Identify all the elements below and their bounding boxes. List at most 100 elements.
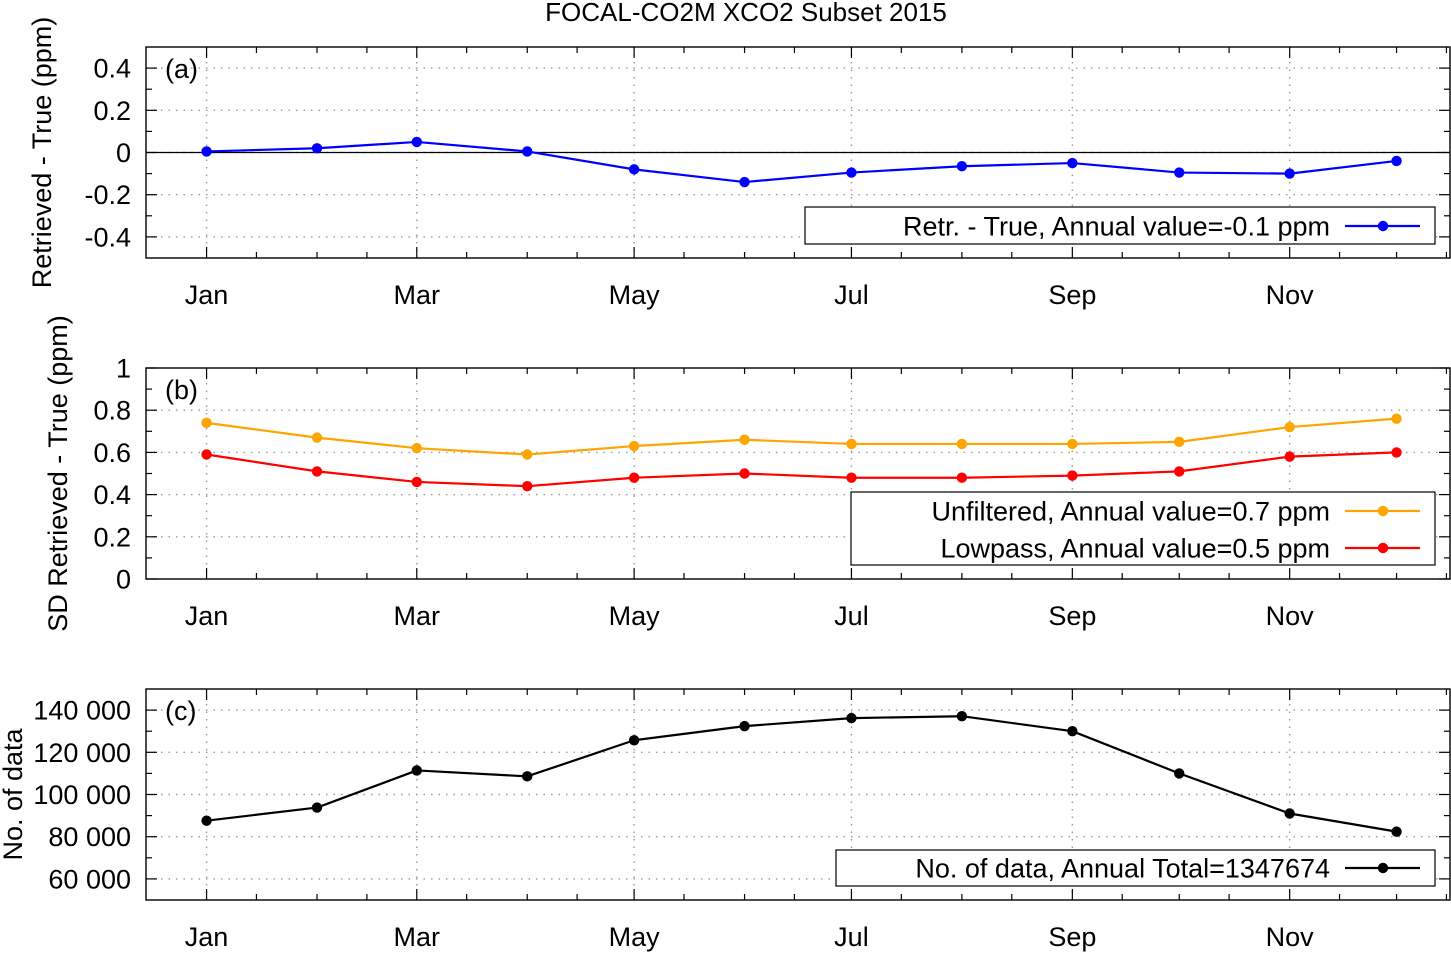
data-point xyxy=(1284,421,1295,433)
legend-marker xyxy=(1377,542,1389,554)
x-tick-label: Sep xyxy=(1048,601,1096,631)
data-point xyxy=(739,720,750,732)
data-point xyxy=(311,432,323,443)
data-point xyxy=(1067,438,1078,450)
data-point xyxy=(1174,466,1185,477)
legend-label: Retr. - True, Annual value=-0.1 ppm xyxy=(903,212,1330,242)
legend-box xyxy=(804,206,1436,245)
data-point xyxy=(201,417,212,429)
series-line-0 xyxy=(205,140,1398,184)
data-point xyxy=(628,472,640,483)
x-tick-label: Nov xyxy=(1266,601,1315,631)
x-tick-label: Nov xyxy=(1266,280,1315,310)
y-tick-label: 1 xyxy=(116,354,131,384)
x-tick-label: May xyxy=(609,601,661,631)
legend-label: Unfiltered, Annual value=0.7 ppm xyxy=(931,497,1330,527)
y-tick-label: 0.2 xyxy=(93,96,131,126)
data-point xyxy=(311,143,323,154)
data-point xyxy=(1284,808,1295,819)
data-point xyxy=(1174,436,1185,448)
data-point xyxy=(1284,451,1295,462)
y-tick-label: 0.2 xyxy=(93,522,131,552)
legend-marker xyxy=(1377,220,1389,232)
panel-label: (c) xyxy=(165,696,196,726)
data-point xyxy=(522,449,533,460)
data-point xyxy=(628,735,640,746)
data-point xyxy=(956,711,968,722)
x-tick-label: Sep xyxy=(1048,280,1096,310)
data-point xyxy=(522,480,533,492)
data-point xyxy=(311,466,323,477)
data-point xyxy=(311,802,323,813)
data-point xyxy=(201,146,212,157)
data-point xyxy=(628,164,640,175)
x-tick-label: Jan xyxy=(185,922,229,952)
panel-c: Jan Mar May Jul Sep Nov 140 000 120 000 100 000 8… xyxy=(0,688,1451,952)
y-tick-label: -0.4 xyxy=(84,222,131,252)
x-tick-label: May xyxy=(609,922,661,952)
y-tick-label: 0 xyxy=(116,138,131,168)
legend-marker xyxy=(1377,505,1389,517)
data-point xyxy=(1391,155,1402,167)
y-tick-label: 60 000 xyxy=(48,864,131,894)
y-tick-label: 0.8 xyxy=(93,396,131,426)
y-axis-label: SD Retrieved - True (ppm) xyxy=(43,315,73,632)
data-point xyxy=(411,765,422,776)
data-point xyxy=(739,434,750,445)
data-point xyxy=(739,176,750,188)
x-tick-label: Jan xyxy=(185,601,229,631)
y-tick-label: 140 000 xyxy=(33,696,131,726)
x-tick-label: Jul xyxy=(834,922,869,952)
legend: Unfiltered, Annual value=0.7 ppm Lowpass,… xyxy=(850,491,1436,566)
data-point xyxy=(1067,726,1078,737)
x-tick-label: Jul xyxy=(834,280,869,310)
data-point xyxy=(522,146,533,157)
data-point xyxy=(956,472,968,483)
panel-label: (a) xyxy=(165,54,198,84)
legend: No. of data, Annual Total=1347674 xyxy=(835,849,1436,887)
x-tick-label: Jul xyxy=(834,601,869,631)
plot-frame xyxy=(145,688,1451,901)
y-tick-label: 0.4 xyxy=(93,480,131,510)
x-tick-label: Jan xyxy=(185,280,229,310)
data-point xyxy=(411,442,422,454)
y-tick-label: 0.4 xyxy=(93,54,131,84)
legend-box xyxy=(850,491,1436,566)
panel-label: (b) xyxy=(165,375,198,405)
data-point xyxy=(1174,167,1185,178)
data-point xyxy=(739,468,750,479)
legend-label: No. of data, Annual Total=1347674 xyxy=(915,854,1330,884)
data-point xyxy=(846,167,857,178)
y-tick-label: 120 000 xyxy=(33,738,131,768)
data-point xyxy=(846,472,857,483)
y-tick-label: 100 000 xyxy=(33,780,131,810)
data-point xyxy=(522,771,533,782)
data-point xyxy=(628,440,640,452)
data-point xyxy=(201,449,212,460)
data-point xyxy=(1067,157,1078,169)
x-tick-label: Nov xyxy=(1266,922,1315,952)
y-tick-label: 0.6 xyxy=(93,438,131,468)
data-point xyxy=(956,161,968,172)
data-point xyxy=(846,438,857,450)
data-point xyxy=(201,815,212,826)
legend-box xyxy=(835,849,1436,887)
series-line-0 xyxy=(205,715,1398,833)
y-tick-label: 0 xyxy=(116,565,131,595)
legend-label: Lowpass, Annual value=0.5 ppm xyxy=(940,534,1330,564)
data-point xyxy=(411,136,422,148)
legend-marker xyxy=(1377,862,1389,874)
series-line-0 xyxy=(205,417,1398,456)
data-point xyxy=(1174,768,1185,779)
data-point xyxy=(1284,168,1295,179)
y-axis-label: Retrieved - True (ppm) xyxy=(27,17,57,289)
series-line-1 xyxy=(205,451,1398,488)
y-tick-label: 80 000 xyxy=(48,822,131,852)
x-tick-label: Mar xyxy=(394,922,441,952)
data-point xyxy=(846,712,857,724)
legend: Retr. - True, Annual value=-0.1 ppm xyxy=(804,206,1436,245)
x-tick-label: Mar xyxy=(394,280,441,310)
data-point xyxy=(956,438,968,450)
